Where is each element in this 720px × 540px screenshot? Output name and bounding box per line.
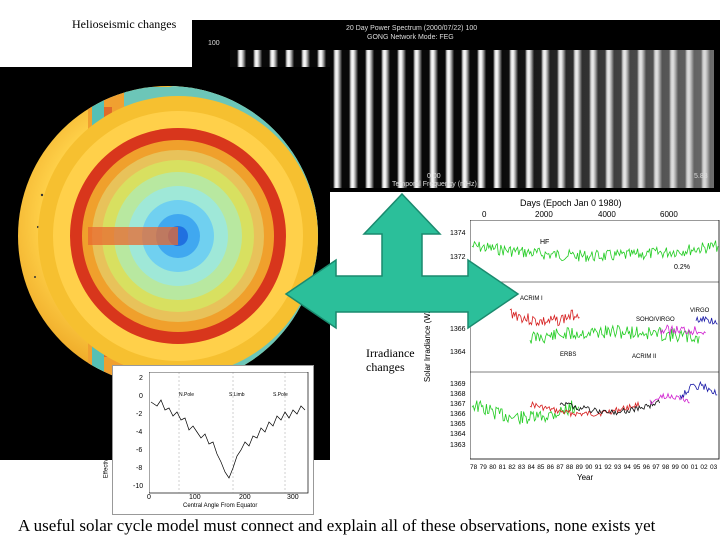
irradiance-x-tick: 01	[690, 464, 699, 471]
label-acrim1: ACRIM I	[520, 296, 543, 302]
irradiance-top-axis-title: Days (Epoch Jan 0 1980)	[520, 198, 622, 208]
irradiance-x-tick: 02	[700, 464, 708, 471]
y-tick-lower-0: 1369	[450, 381, 466, 388]
trace-composite-red	[529, 400, 640, 418]
spectrum-x-right: 5.83	[694, 173, 708, 180]
irradiance-x-tick: 92	[604, 464, 612, 471]
y-tick-lower-4: 1365	[450, 421, 466, 428]
solar-interior-graphic	[18, 86, 318, 386]
irradiance-x-tick: 97	[652, 464, 660, 471]
irradiance-x-tick: 84	[527, 464, 535, 471]
surface-x-tick-2: 200	[239, 494, 251, 501]
irradiance-x-tick: 89	[575, 464, 583, 471]
y-tick-lower-1: 1368	[450, 391, 466, 398]
trace-composite-soho	[649, 392, 690, 405]
irradiance-traces	[470, 220, 720, 460]
y-tick-lower-5: 1364	[450, 431, 466, 438]
surface-x-tick-1: 100	[189, 494, 201, 501]
irradiance-label-line1: Irradiance	[366, 346, 415, 360]
label-virgo: VIRGO	[690, 308, 710, 314]
surface-label-line1: Surface brightness	[17, 410, 106, 424]
irradiance-x-tick: 93	[614, 464, 622, 471]
trace-hf	[471, 240, 719, 262]
irradiance-x-tick: 79	[479, 464, 487, 471]
surface-y-tick-6: -10	[133, 483, 144, 490]
irradiance-x-tick: 83	[518, 464, 526, 471]
solar-interior-image	[0, 67, 330, 460]
irradiance-x-label: Year	[577, 473, 594, 482]
surface-x-tick-0: 0	[147, 494, 151, 501]
spectrum-x-left: 0.00	[427, 173, 441, 180]
helioseismic-label: Helioseismic changes	[72, 17, 177, 31]
irradiance-x-tick: 91	[594, 464, 603, 471]
spectrum-title: 20 Day Power Spectrum (2000/07/22) 100	[346, 25, 478, 32]
irradiance-label-line2: changes	[366, 360, 405, 374]
irradiance-x-tick: 00	[681, 464, 689, 471]
trace-composite-black	[559, 399, 660, 416]
three-way-arrow-icon	[284, 192, 520, 330]
y-tick-upper-0: 1374	[450, 230, 466, 237]
irradiance-x-tick: 86	[546, 464, 555, 471]
surface-y-tick-4: -6	[136, 447, 143, 454]
surface-brightness-label: Surface brightness changes	[17, 410, 106, 438]
surface-y-tick-1: 0	[139, 393, 143, 400]
y-tick-upper-1: 1372	[450, 254, 466, 261]
y-tick-mid-1: 1366	[450, 326, 466, 333]
irradiance-x-tick: 88	[566, 464, 574, 471]
trace-acrim1	[509, 308, 580, 327]
connecting-arrow	[284, 192, 520, 330]
surface-trace	[149, 372, 309, 494]
trace-erbs-green	[529, 324, 700, 344]
irradiance-x-tick: 78	[470, 464, 478, 471]
surface-x-label: Central Angle From Equator	[183, 503, 258, 509]
label-acrim2: ACRIM II	[632, 354, 657, 360]
conclusion-text: A useful solar cycle model must connect …	[18, 516, 656, 535]
irradiance-x-tick: 81	[498, 464, 507, 471]
surface-label-line2: changes	[17, 424, 56, 438]
irradiance-x-tick: 99	[671, 464, 679, 471]
surface-y-tick-5: -8	[136, 465, 143, 472]
spectrum-subtitle: GONG Network Mode: FEG	[367, 34, 454, 41]
trace-virgo	[695, 315, 718, 325]
top-tick-2: 4000	[598, 210, 616, 219]
surface-x-tick-3: 300	[287, 494, 299, 501]
top-tick-1: 2000	[535, 210, 553, 219]
irradiance-x-tick: 80	[489, 464, 497, 471]
irradiance-x-tick: 94	[623, 464, 631, 471]
irradiance-x-tick: 87	[556, 464, 564, 471]
y-tick-mid-2: 1364	[450, 349, 466, 356]
y-tick-lower-2: 1367	[450, 401, 466, 408]
trace-composite-green	[471, 399, 580, 425]
irradiance-plot: Days (Epoch Jan 0 1980) 0 2000 4000 6000…	[420, 196, 720, 496]
irradiance-x-tick: 03	[710, 464, 718, 471]
irradiance-x-tick: 98	[662, 464, 670, 471]
surface-annotation-slimb: S.Limb	[229, 392, 245, 398]
top-tick-0: 0	[482, 210, 487, 219]
spectrum-y-top: 100	[208, 40, 220, 47]
label-hf: HF	[540, 239, 550, 246]
surface-annotation-spole: S.Pole	[273, 392, 288, 398]
label-erbs: ERBS	[560, 352, 577, 358]
surface-brightness-plot: Effective Temperature Deviation (K) 2 0 …	[103, 365, 314, 515]
irradiance-label: Irradiance changes	[366, 346, 415, 374]
surface-y-label: Effective Temperature Deviation (K)	[103, 383, 110, 479]
y-tick-lower-6: 1363	[450, 442, 466, 449]
irradiance-x-tick: 90	[585, 464, 593, 471]
trace-soho	[659, 324, 706, 336]
surface-y-tick-2: -2	[136, 411, 143, 418]
irradiance-x-tick: 85	[537, 464, 545, 471]
irradiance-x-tick: 82	[508, 464, 516, 471]
label-scale: 0.2%	[674, 264, 690, 271]
y-tick-lower-3: 1366	[450, 411, 466, 418]
irradiance-x-tick: 95	[633, 464, 641, 471]
surface-y-tick-0: 2	[139, 375, 143, 382]
label-soho: SOHO/VIRGO	[636, 317, 675, 323]
surface-y-tick-3: -4	[136, 429, 143, 436]
spectrum-x-label: Temporal Frequency (mHz)	[392, 181, 477, 188]
trace-composite-virgo	[679, 380, 718, 400]
top-tick-3: 6000	[660, 210, 678, 219]
surface-annotation-npole: N.Pole	[179, 392, 195, 398]
irradiance-x-tick: 96	[642, 464, 651, 471]
